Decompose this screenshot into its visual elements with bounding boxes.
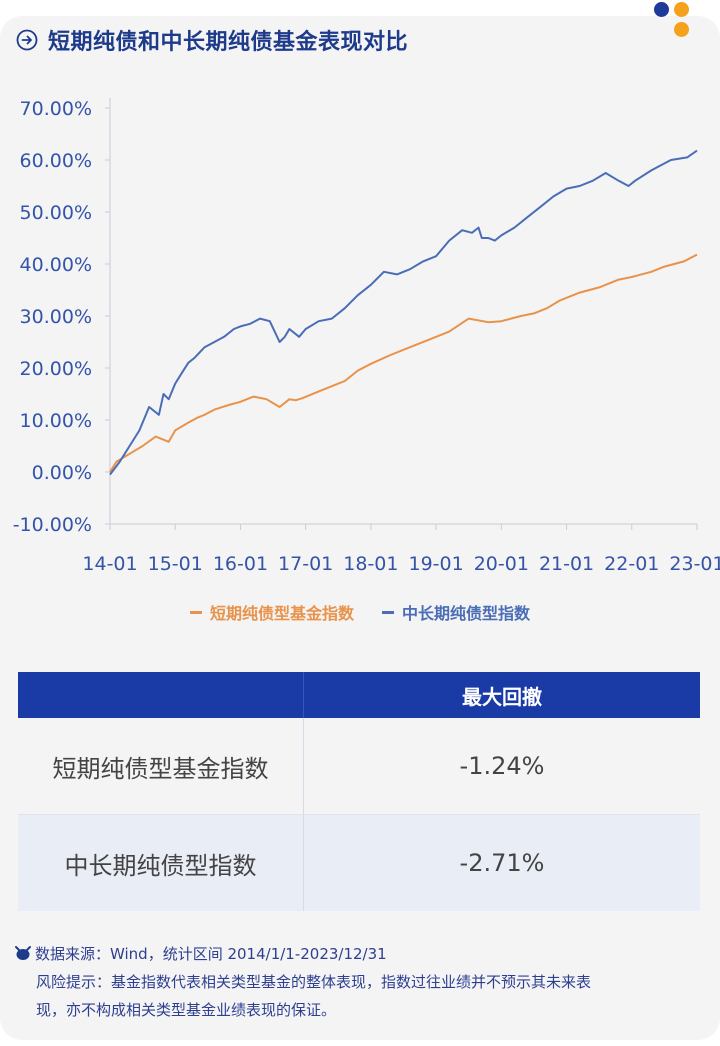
x-tick-label: 14-01 [82,553,137,575]
legend-swatch-short [189,610,202,614]
x-tick-label: 17-01 [278,553,333,575]
page-title: 短期纯债和中长期纯债基金表现对比 [48,30,409,55]
series-layer [109,149,698,476]
y-tick-label: -10.00% [13,514,92,536]
bull-icon [15,946,31,960]
y-tick-label: 10.00% [20,410,92,432]
x-tick-label: 20-01 [474,553,529,575]
legend-item-short: 短期纯债型基金指数 [189,600,354,624]
table-row: 短期纯债型基金指数 -1.24% [18,718,700,815]
y-tick-label: 40.00% [20,254,92,276]
orange-dot [674,22,689,37]
source-text: 数据来源：Wind，统计区间 2014/1/1-2023/12/31 [35,945,387,963]
line-chart: 70.00% 60.00% 50.00% 40.00% 30.00% 20.00% 10.0… [13,98,720,575]
series-line-short [109,253,698,473]
table-header-row: 最大回撤 [18,672,700,718]
y-tick-label: 30.00% [20,306,92,328]
x-axis: 14-01 15-01 16-01 17-01 18-01 19-01 20-01 21-01… [82,523,720,575]
y-axis: 70.00% 60.00% 50.00% 40.00% 30.00% 20.00% 10.0… [13,98,111,536]
x-tick-label: 23-01 [669,553,720,575]
x-tick-label: 15-01 [148,553,203,575]
chart-header: 短期纯债和中长期纯债基金表现对比 [16,24,408,56]
decorative-dots [654,2,694,42]
legend-label-long: 中长期纯债型指数 [402,604,531,623]
row-value: -2.71% [459,849,545,877]
orange-dot [674,2,689,17]
drawdown-table: 最大回撤 短期纯债型基金指数 -1.24% 中长期纯债型指数 -2.71% [18,672,700,911]
risk-note-line2: 现，亦不构成相关类型基金业绩表现的保证。 [36,1001,337,1019]
series-line-long [109,149,698,476]
footer-notes: 数据来源：Wind，统计区间 2014/1/1-2023/12/31 风险提示：… [14,940,704,1024]
x-tick-label: 16-01 [213,553,268,575]
row-name: 短期纯债型基金指数 [18,718,304,814]
table-header-drawdown: 最大回撤 [462,684,542,709]
y-tick-label: 0.00% [32,462,92,484]
x-tick-label: 21-01 [539,553,594,575]
x-tick-label: 22-01 [604,553,659,575]
legend-label-short: 短期纯债型基金指数 [209,604,354,623]
legend-swatch-long [382,610,394,614]
chart-legend: 短期纯债型基金指数 中长期纯债型指数 [0,600,720,624]
row-name: 中长期纯债型指数 [18,815,304,911]
x-tick-label: 18-01 [343,553,398,575]
legend-item-long: 中长期纯债型指数 [382,600,530,624]
y-tick-label: 70.00% [20,98,92,120]
risk-note-line1: 风险提示：基金指数代表相关类型基金的整体表现，指数过往业绩并不预示其未来表 [36,973,592,991]
x-tick-label: 19-01 [409,553,464,575]
y-tick-label: 20.00% [20,358,92,380]
y-tick-label: 60.00% [20,150,92,172]
y-tick-label: 50.00% [20,202,92,224]
arrow-right-circle-icon [16,29,38,51]
source-note: 数据来源：Wind，统计区间 2014/1/1-2023/12/31 [14,940,704,968]
table-row: 中长期纯债型指数 -2.71% [18,815,700,911]
blue-dot [654,2,669,17]
table-header-empty [18,672,304,718]
row-value: -1.24% [459,752,545,780]
